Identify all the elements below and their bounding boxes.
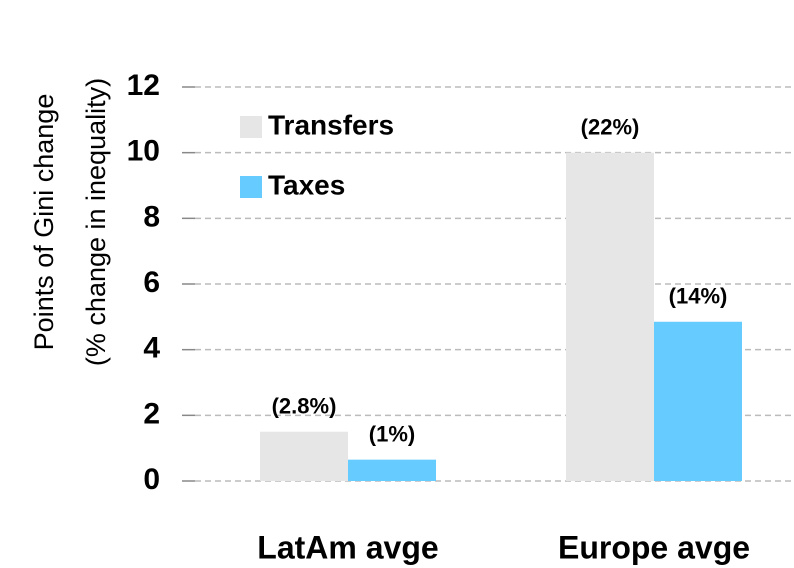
- bar: [654, 321, 742, 481]
- y-axis-subtitle: (% change in inequality): [81, 78, 111, 366]
- y-tick-label: 0: [143, 463, 160, 496]
- legend-swatch: [240, 116, 262, 138]
- y-axis-title: Points of Gini change: [29, 94, 59, 351]
- y-tick-label: 10: [127, 135, 160, 168]
- bar: [260, 431, 348, 481]
- bar: [566, 152, 654, 481]
- bar-annotation: (1%): [369, 421, 415, 446]
- bar-annotation: (2.8%): [272, 394, 337, 419]
- y-tick-label: 2: [143, 397, 160, 430]
- bar: [348, 459, 436, 481]
- bar-annotation: (14%): [669, 284, 728, 309]
- legend-label: Taxes: [268, 169, 345, 200]
- y-tick-label: 4: [143, 332, 160, 365]
- y-tick-label: 12: [127, 69, 160, 102]
- legend-swatch: [240, 176, 262, 198]
- bar-annotation: (22%): [581, 114, 640, 139]
- x-tick-label: LatAm avge: [257, 529, 438, 565]
- x-tick-label: Europe avge: [558, 529, 750, 565]
- y-tick-label: 8: [143, 200, 160, 233]
- legend-label: Transfers: [268, 109, 394, 140]
- y-tick-label: 6: [143, 266, 160, 299]
